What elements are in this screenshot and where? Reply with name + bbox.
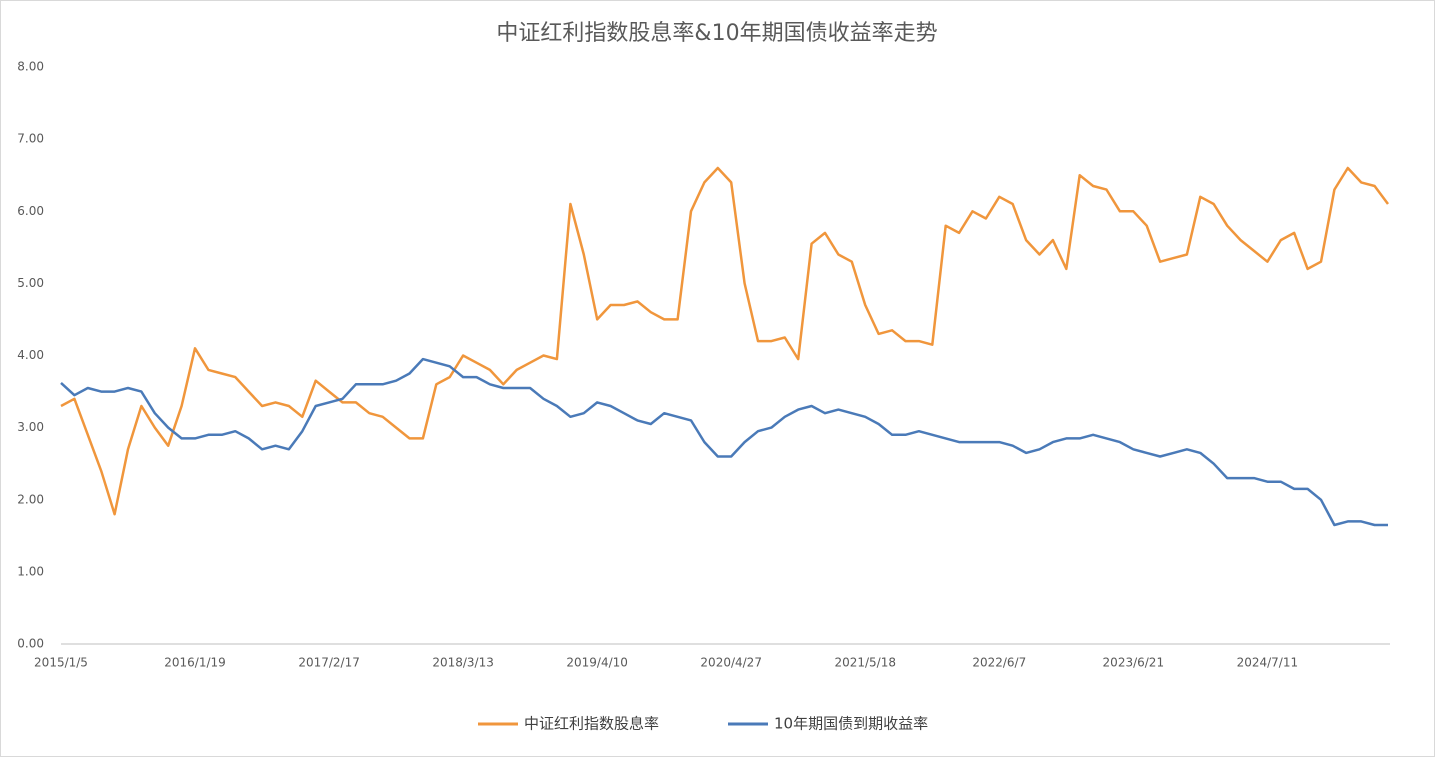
x-tick-label: 2017/2/17 [298, 656, 360, 670]
y-tick-label: 5.00 [17, 276, 44, 290]
x-tick-label: 2020/4/27 [700, 656, 762, 670]
y-tick-label: 4.00 [17, 348, 44, 362]
x-tick-label: 2021/5/18 [834, 656, 896, 670]
y-tick-label: 8.00 [17, 60, 44, 74]
y-tick-label: 3.00 [17, 420, 44, 434]
y-tick-label: 1.00 [17, 564, 44, 578]
y-tick-label: 7.00 [17, 132, 44, 146]
series-line [60, 357, 1388, 527]
x-tick-label: 2022/6/7 [972, 656, 1026, 670]
x-tick-label: 2018/3/13 [432, 656, 494, 670]
series-line [60, 166, 1390, 516]
x-tick-label: 2016/1/19 [164, 656, 226, 670]
x-tick-label: 2023/6/21 [1103, 656, 1165, 670]
legend-label: 中证红利指数股息率 [524, 715, 659, 733]
legend-label: 10年期国债到期收益率 [774, 715, 928, 733]
x-tick-label: 2019/4/10 [566, 656, 628, 670]
y-tick-label: 0.00 [17, 637, 44, 651]
x-tick-label: 2015/1/5 [34, 656, 88, 670]
y-tick-label: 6.00 [17, 204, 44, 218]
x-tick-label: 2024/7/11 [1237, 656, 1299, 670]
y-tick-label: 2.00 [17, 492, 44, 506]
chart-title: 中证红利指数股息率&10年期国债收益率走势 [496, 21, 937, 46]
